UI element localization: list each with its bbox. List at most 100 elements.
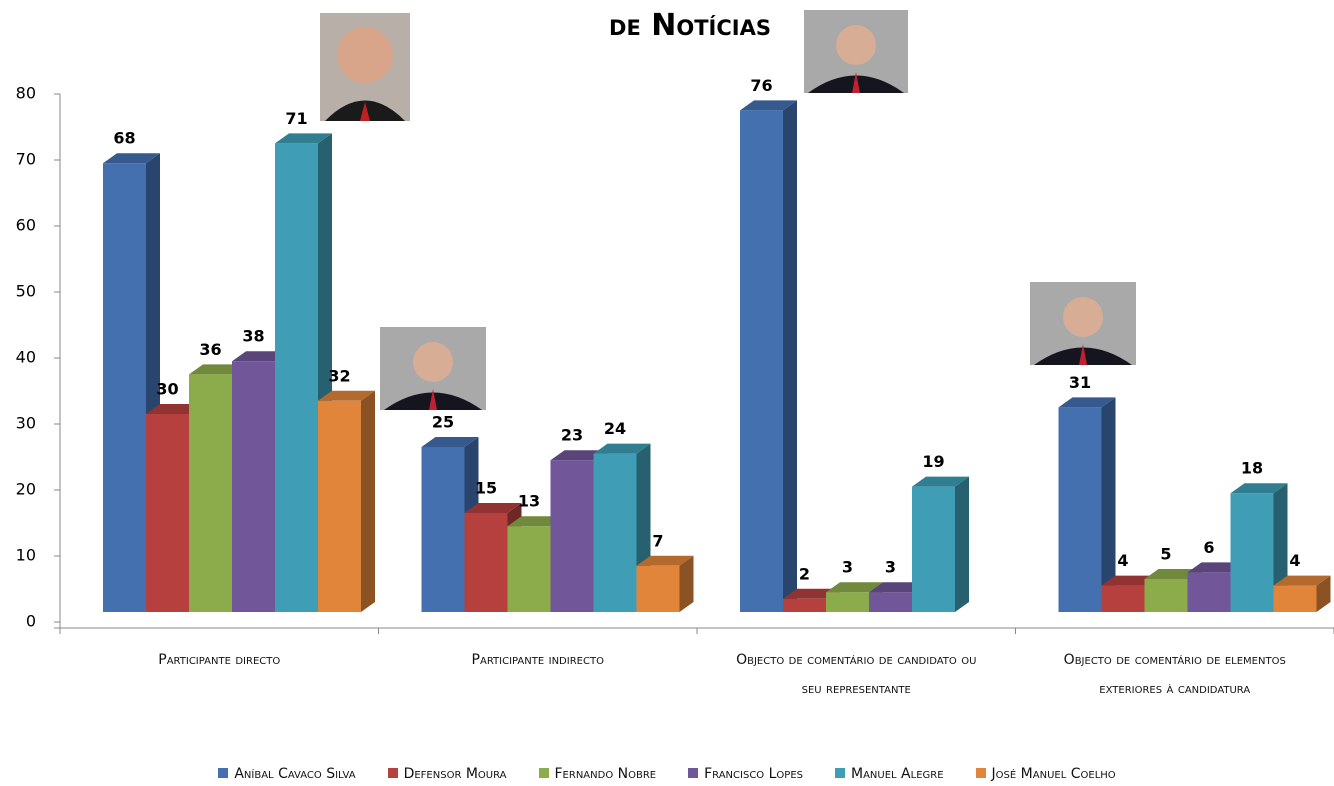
bar-front bbox=[1273, 585, 1317, 612]
bar-front bbox=[189, 374, 232, 612]
legend-label: Aníbal Cavaco Silva bbox=[234, 766, 356, 782]
x-tick-label: Objecto de comentário de elementos exter… bbox=[1063, 652, 1286, 697]
y-tick-label: 70 bbox=[16, 150, 36, 169]
bar-top bbox=[1101, 575, 1159, 586]
value-label: 3 bbox=[885, 558, 896, 577]
legend-item: Aníbal Cavaco Silva bbox=[218, 766, 356, 782]
bar-front bbox=[421, 447, 465, 612]
value-label: 15 bbox=[475, 479, 497, 498]
legend-swatch bbox=[975, 768, 986, 778]
legend: Aníbal Cavaco Silva Defensor Moura Fernand… bbox=[0, 766, 1334, 782]
legend-item: Defensor Moura bbox=[387, 766, 507, 782]
bar-top bbox=[189, 364, 246, 375]
bar-side bbox=[1101, 397, 1116, 612]
bar-top bbox=[783, 588, 840, 599]
x-tick-label: Participante indirecto bbox=[471, 652, 604, 668]
bar bbox=[318, 390, 375, 612]
bar-top bbox=[550, 450, 608, 461]
y-tick-label: 0 bbox=[26, 612, 36, 631]
legend-label: Manuel Alegre bbox=[851, 766, 944, 782]
value-label: 23 bbox=[561, 426, 583, 445]
bar-side bbox=[361, 390, 375, 612]
y-tick-label: 40 bbox=[16, 348, 36, 367]
bar-front bbox=[593, 453, 637, 612]
bar-top bbox=[232, 351, 289, 362]
value-label: 36 bbox=[199, 340, 221, 359]
value-label: 32 bbox=[328, 366, 350, 385]
legend-item: Fernando Nobre bbox=[538, 766, 657, 782]
bar-top bbox=[740, 100, 797, 111]
value-label: 3 bbox=[842, 558, 853, 577]
bar-top bbox=[1144, 569, 1202, 579]
bar bbox=[740, 100, 797, 613]
bar-top bbox=[146, 404, 203, 414]
bar-top bbox=[103, 153, 160, 164]
bar-front bbox=[636, 565, 680, 612]
bar-top bbox=[869, 582, 926, 593]
bar-top bbox=[507, 516, 565, 527]
bar-front bbox=[1058, 407, 1102, 612]
legend-item: Manuel Alegre bbox=[835, 766, 944, 782]
legend-swatch bbox=[688, 768, 699, 778]
bar-top bbox=[636, 555, 694, 566]
value-label: 30 bbox=[156, 380, 178, 399]
value-label: 7 bbox=[652, 531, 663, 550]
value-label: 4 bbox=[1289, 551, 1300, 570]
value-label: 25 bbox=[432, 413, 454, 432]
value-label: 5 bbox=[1160, 545, 1171, 564]
legend-swatch bbox=[835, 768, 845, 778]
bar-side bbox=[1316, 575, 1331, 612]
bar-top bbox=[1273, 575, 1331, 586]
legend-swatch bbox=[218, 768, 229, 778]
bar-side bbox=[955, 476, 969, 612]
value-label: 13 bbox=[518, 492, 540, 511]
bar-top bbox=[464, 503, 522, 513]
photo bbox=[320, 10, 1136, 410]
bar-front bbox=[507, 526, 551, 612]
y-tick-label: 10 bbox=[16, 546, 36, 565]
legend-label: Defensor Moura bbox=[403, 766, 507, 782]
bar-front bbox=[464, 513, 508, 612]
value-label: 19 bbox=[922, 452, 944, 471]
x-tick-label: Participante directo bbox=[158, 652, 281, 668]
bar-top bbox=[593, 443, 651, 454]
y-tick-label: 60 bbox=[16, 216, 36, 235]
bar-side bbox=[679, 555, 694, 612]
bar-front bbox=[740, 110, 783, 613]
bar-front bbox=[275, 143, 318, 612]
value-label: 68 bbox=[113, 129, 135, 148]
bar-front bbox=[912, 486, 955, 612]
legend-label: Fernando Nobre bbox=[554, 766, 657, 782]
legend-label: Francisco Lopes bbox=[704, 766, 803, 782]
bar-front bbox=[1187, 572, 1231, 612]
bar-top bbox=[318, 390, 375, 401]
y-tick-label: 30 bbox=[16, 414, 36, 433]
value-label: 38 bbox=[242, 327, 264, 346]
value-label: 76 bbox=[750, 76, 772, 95]
bar-top bbox=[1187, 562, 1245, 573]
bar-top bbox=[275, 133, 332, 144]
bar-front bbox=[550, 460, 594, 612]
bar bbox=[1273, 575, 1331, 612]
value-label: 31 bbox=[1069, 373, 1091, 392]
legend-swatch bbox=[538, 768, 549, 778]
bar bbox=[912, 476, 969, 612]
value-label: 4 bbox=[1117, 551, 1128, 570]
value-label: 24 bbox=[604, 419, 626, 438]
bar-front bbox=[1101, 585, 1145, 612]
bar-front bbox=[1144, 579, 1188, 612]
bar-front bbox=[103, 163, 146, 612]
bar bbox=[1230, 483, 1288, 612]
legend-swatch bbox=[387, 768, 398, 778]
chart-title: de Notícias bbox=[609, 8, 771, 43]
bar bbox=[275, 133, 332, 612]
bar-front bbox=[1230, 493, 1274, 612]
y-tick-label: 20 bbox=[16, 480, 36, 499]
bar-front bbox=[783, 598, 826, 612]
value-label: 18 bbox=[1241, 459, 1263, 478]
legend-item: José Manuel Coelho bbox=[975, 766, 1116, 782]
value-label: 6 bbox=[1203, 538, 1214, 557]
y-tick-label: 80 bbox=[16, 84, 36, 103]
